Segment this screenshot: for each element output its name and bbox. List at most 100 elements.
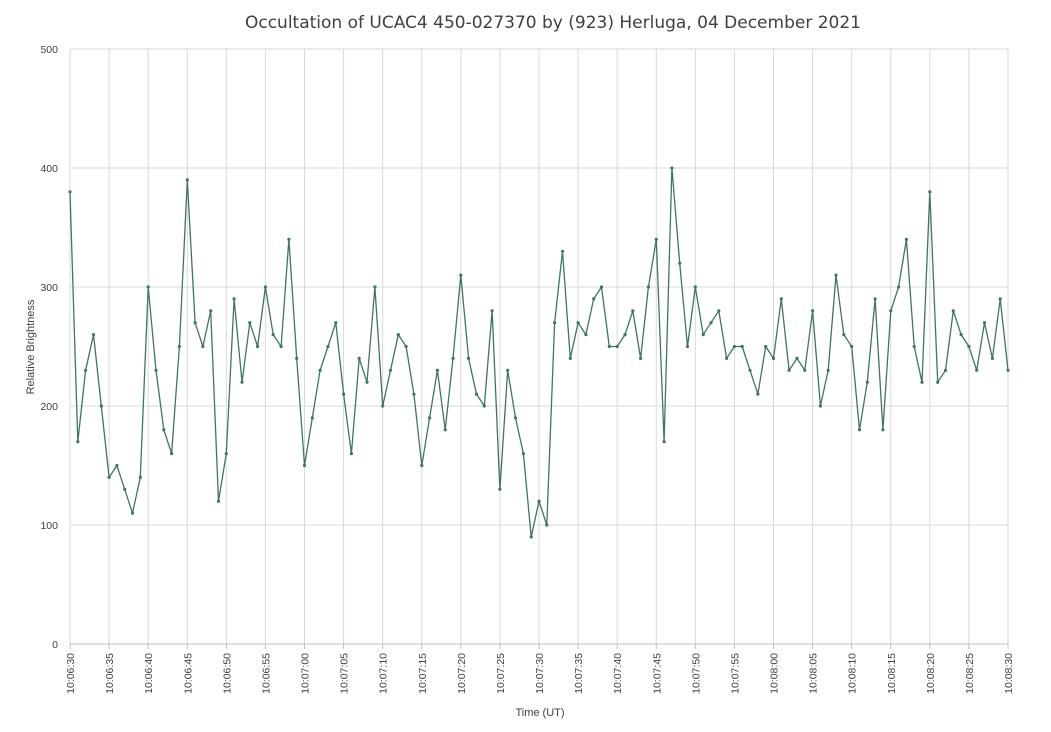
data-point [326, 344, 330, 349]
data-point [256, 344, 260, 349]
data-point [177, 344, 181, 349]
data-point [349, 452, 353, 456]
x-tick-label: 10:08:15 [886, 653, 898, 694]
y-tick-label: 400 [40, 163, 58, 175]
data-point [623, 333, 627, 337]
data-point [138, 475, 142, 479]
data-point [998, 297, 1002, 301]
x-tick-label: 10:06:50 [221, 653, 233, 694]
x-tick-label: 10:08:30 [1003, 653, 1015, 694]
data-point [818, 404, 823, 408]
x-tick-label: 10:07:40 [612, 653, 624, 694]
data-point [435, 368, 439, 372]
data-point [170, 452, 174, 456]
data-point [287, 237, 291, 241]
x-tick-label: 10:07:15 [417, 653, 429, 694]
data-point [91, 333, 96, 337]
data-point [857, 428, 862, 432]
data-point [553, 321, 557, 325]
data-point [560, 249, 565, 253]
series-layer [68, 166, 1010, 539]
data-point [678, 261, 682, 265]
data-point [826, 368, 830, 372]
x-tick-label: 10:07:00 [300, 653, 312, 694]
data-point [764, 344, 768, 349]
data-point [693, 285, 697, 289]
data-point [76, 440, 80, 444]
data-point [990, 356, 995, 360]
data-point [662, 440, 666, 444]
x-tick-label: 10:08:10 [847, 653, 859, 694]
y-axis-label: Relative Brightness [25, 299, 37, 394]
data-point [685, 344, 690, 349]
data-point [740, 344, 744, 349]
data-point [787, 368, 791, 372]
x-tick-label: 10:06:40 [143, 653, 155, 694]
data-point [209, 309, 213, 313]
data-point [248, 321, 252, 325]
data-point [84, 368, 88, 372]
axes [69, 643, 1009, 649]
x-tick-label: 10:07:50 [690, 653, 702, 694]
data-point [904, 237, 909, 241]
data-point [459, 273, 463, 277]
x-tick-label: 10:07:55 [729, 653, 741, 694]
data-point [365, 380, 369, 384]
data-point [850, 344, 854, 349]
data-point [381, 404, 385, 408]
data-point [521, 452, 526, 456]
data-point [216, 499, 221, 503]
data-point [357, 356, 361, 360]
x-tick-label: 10:07:10 [378, 653, 390, 694]
x-tick-label: 10:07:30 [534, 653, 546, 694]
data-point [599, 285, 604, 289]
data-point [185, 178, 189, 182]
data-point [130, 511, 135, 515]
data-point [834, 273, 838, 277]
data-point [474, 392, 479, 396]
data-point [709, 321, 713, 325]
data-point [568, 356, 572, 360]
data-point [295, 356, 299, 360]
data-point [99, 404, 103, 408]
data-point [107, 475, 111, 479]
data-point [318, 368, 322, 372]
data-point [115, 463, 119, 468]
data-point [529, 535, 533, 539]
grid [69, 48, 1009, 644]
data-point [701, 333, 705, 337]
x-tick-label: 10:06:35 [104, 653, 116, 694]
x-tick-label: 10:07:05 [339, 653, 351, 694]
data-point [654, 237, 658, 241]
data-point [373, 285, 377, 289]
data-point [912, 344, 916, 349]
data-point [967, 344, 971, 349]
data-point [232, 297, 236, 301]
data-point [615, 344, 619, 349]
data-point [342, 392, 346, 396]
data-point [240, 380, 244, 384]
x-tick-label: 10:08:25 [964, 653, 976, 694]
data-point [803, 368, 807, 372]
data-point [889, 309, 893, 313]
data-point [537, 499, 541, 503]
x-tick-label: 10:07:45 [651, 653, 663, 694]
data-point [732, 344, 737, 349]
data-point [451, 356, 455, 360]
data-point [943, 368, 948, 372]
data-point [68, 190, 72, 194]
data-point [513, 416, 518, 420]
data-point [975, 368, 979, 372]
y-tick-label: 300 [40, 282, 58, 294]
data-point [412, 392, 416, 396]
x-axis-label: Time (UT) [515, 707, 564, 719]
data-point [951, 309, 955, 313]
data-point [498, 487, 502, 491]
y-tick-label: 200 [40, 401, 58, 413]
data-point [639, 356, 643, 360]
data-point [881, 428, 885, 432]
data-point [717, 309, 721, 313]
chart-title: Occultation of UCAC4 450-027370 by (923)… [245, 13, 861, 33]
x-axis-ticks: 10:06:30 10:06:35 10:06:40 10:06:45 10:06:50… [65, 653, 1015, 694]
